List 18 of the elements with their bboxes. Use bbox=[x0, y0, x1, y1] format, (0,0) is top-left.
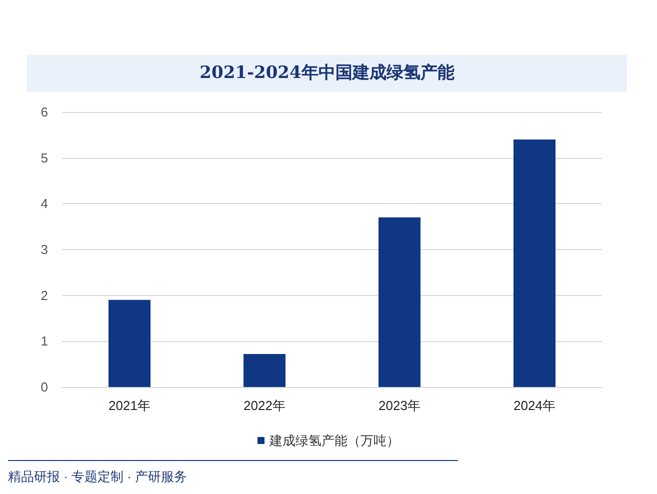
x-tick-label: 2021年 bbox=[108, 398, 150, 413]
y-tick-label: 1 bbox=[40, 334, 48, 349]
legend-label: 建成绿氢产能（万吨） bbox=[268, 433, 400, 448]
bar bbox=[378, 217, 420, 387]
text: 精品研报 · 专题定制 · 产研服务 bbox=[8, 468, 188, 486]
y-tick-label: 2 bbox=[40, 288, 48, 303]
x-tick-label: 2022年 bbox=[244, 398, 286, 413]
chart-title: 2021-2024年中国建成绿氢产能 bbox=[27, 55, 627, 92]
bar bbox=[244, 354, 286, 387]
y-tick-label: 6 bbox=[40, 104, 48, 120]
y-tick-label: 3 bbox=[40, 242, 48, 257]
y-tick-label: 4 bbox=[40, 196, 48, 212]
x-tick-label: 2024年 bbox=[514, 398, 556, 413]
bar bbox=[108, 300, 150, 387]
y-tick-label: 0 bbox=[40, 380, 48, 394]
y-tick-label: 5 bbox=[40, 150, 48, 166]
bar bbox=[514, 140, 556, 387]
x-tick-label: 2023年 bbox=[378, 398, 420, 413]
